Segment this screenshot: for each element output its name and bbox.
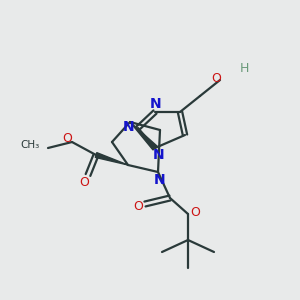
Polygon shape — [95, 153, 128, 165]
Text: O: O — [133, 200, 143, 212]
Text: N: N — [123, 120, 135, 134]
Text: N: N — [153, 148, 165, 162]
Text: N: N — [150, 97, 162, 111]
Polygon shape — [130, 122, 157, 150]
Text: N: N — [154, 173, 166, 187]
Text: O: O — [79, 176, 89, 188]
Text: O: O — [211, 73, 221, 85]
Text: CH₃: CH₃ — [21, 140, 40, 150]
Text: H: H — [239, 61, 249, 74]
Text: O: O — [190, 206, 200, 218]
Text: O: O — [62, 133, 72, 146]
